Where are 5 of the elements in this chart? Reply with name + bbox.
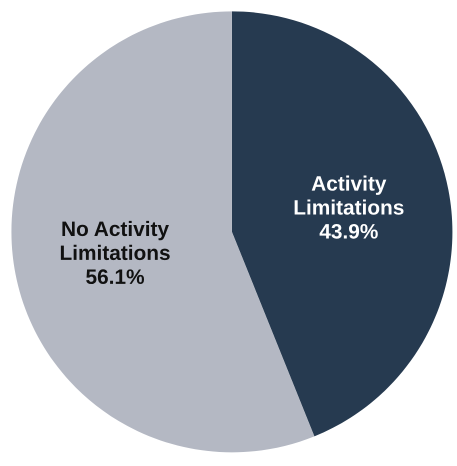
slice-label: No Activity Limitations <box>60 220 170 260</box>
data-label: 43.9% <box>320 224 378 239</box>
slice-label: Activity Limitations <box>294 175 404 215</box>
pie-slice <box>232 11 452 436</box>
data-label: 56.1% <box>86 269 144 284</box>
